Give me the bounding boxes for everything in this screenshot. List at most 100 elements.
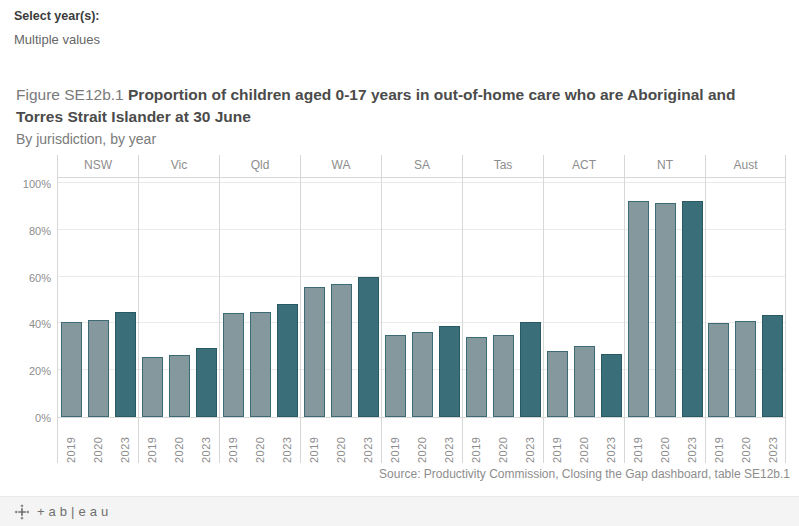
x-axis-labels: 201920202023 [382,418,462,463]
bar-nsw-2020[interactable] [88,320,109,417]
tableau-sparkle-icon [14,504,30,520]
x-tick-label: 2019 [146,421,158,463]
x-tick-slot: 2019 [466,421,487,463]
gridline [463,182,543,183]
x-tick-label: 2019 [308,421,320,463]
gridline [706,229,785,230]
x-tick-label: 2020 [578,421,590,463]
bar-qld-2023[interactable] [277,304,298,417]
bar-qld-2019[interactable] [223,313,244,417]
year-filter-value[interactable]: Multiple values [14,32,100,47]
gridline [706,276,785,277]
column-header-nsw: NSW [58,155,138,177]
y-axis: 0%20%40%60%80%100% [0,178,51,418]
chart-title-text: Proportion of children aged 0-17 years i… [16,86,736,125]
x-tick-slot: 2019 [142,421,163,463]
panel-plot [139,177,219,418]
year-filter: Select year(s): Multiple values [14,9,100,47]
x-tick-slot: 2020 [493,421,514,463]
x-tick-label: 2023 [767,421,779,463]
gridline [706,182,785,183]
x-tick-label: 2019 [551,421,563,463]
bar-aust-2020[interactable] [735,321,756,417]
x-tick-slot: 2020 [250,421,271,463]
x-tick-slot: 2020 [412,421,433,463]
x-tick-label: 2020 [254,421,266,463]
bar-aust-2023[interactable] [762,315,783,417]
gridline [544,229,624,230]
bar-wa-2019[interactable] [304,287,325,417]
panel-plot [58,177,138,418]
gridline [58,229,138,230]
gridline [139,322,219,323]
x-tick-label: 2023 [524,421,536,463]
column-header-act: ACT [544,155,624,177]
chart-subtitle: By jurisdiction, by year [16,131,772,147]
bar-act-2019[interactable] [547,351,568,417]
x-tick-label: 2020 [740,421,752,463]
bar-nsw-2019[interactable] [61,322,82,417]
x-tick-label: 2023 [362,421,374,463]
gridline [220,229,300,230]
bar-vic-2023[interactable] [196,348,217,417]
gridline [301,229,381,230]
bar-sa-2020[interactable] [412,332,433,417]
x-tick-slot: 2020 [169,421,190,463]
bar-vic-2019[interactable] [142,357,163,417]
gridline [382,182,462,183]
bar-nt-2020[interactable] [655,203,676,417]
bar-tas-2020[interactable] [493,335,514,417]
x-tick-label: 2023 [686,421,698,463]
bar-tas-2019[interactable] [466,337,487,417]
x-tick-slot: 2020 [88,421,109,463]
bar-nt-2019[interactable] [628,201,649,417]
x-tick-slot: 2019 [547,421,568,463]
panel-nsw: NSW201920202023 [57,155,138,463]
panel-qld: Qld201920202023 [219,155,300,463]
y-tick-label: 100% [23,179,51,190]
bar-aust-2019[interactable] [708,323,729,417]
gridline [625,182,705,183]
source-note: Source: Productivity Commission, Closing… [379,467,790,481]
column-header-vic: Vic [139,155,219,177]
bar-vic-2020[interactable] [169,355,190,417]
x-tick-slot: 2020 [735,421,756,463]
bar-sa-2019[interactable] [385,335,406,417]
bar-nsw-2023[interactable] [115,312,136,417]
panel-wa: WA 2019 2020 2023 [300,155,381,463]
x-tick-slot: 2023 [762,421,783,463]
bar-act-2020[interactable] [574,346,595,417]
column-header-aust: Aust [706,155,785,177]
panel-plot [382,177,462,418]
bar-act-2023[interactable] [601,354,622,417]
y-tick-label: 40% [29,319,51,330]
bar-wa-2023[interactable] [358,277,379,417]
gridline [220,276,300,277]
tableau-dashboard: Select year(s): Multiple values Figure S… [0,0,799,526]
x-tick-label: 2023 [281,421,293,463]
tableau-logo[interactable]: +ab|eau [14,504,112,520]
x-tick-slot: 2023 [682,421,703,463]
x-tick-slot: 2019 [304,421,325,463]
gridline [139,182,219,183]
bar-wa-2020[interactable] [331,284,352,417]
bar-qld-2020[interactable] [250,312,271,417]
x-axis-labels: 2019 2020 2023 [220,418,300,463]
bar-nt-2023[interactable] [682,201,703,417]
title-block: Figure SE12b.1 Proportion of children ag… [16,84,772,147]
x-tick-label: 2019 [227,421,239,463]
x-tick-slot: 2019 [708,421,729,463]
gridline [382,322,462,323]
x-tick-label: 2019 [65,421,77,463]
x-tick-slot: 2019 [223,421,244,463]
x-tick-label: 2020 [497,421,509,463]
column-header-wa: WA [301,155,381,177]
chart-panels: NSW201920202023Vic201920202023Qld2019202… [57,155,786,463]
x-tick-label: 2019 [389,421,401,463]
bar-sa-2023[interactable] [439,326,460,417]
gridline [544,276,624,277]
x-tick-slot: 2020 [331,421,352,463]
bar-tas-2023[interactable] [520,322,541,417]
x-tick-label: 2020 [173,421,185,463]
x-tick-slot: 2019 [628,421,649,463]
